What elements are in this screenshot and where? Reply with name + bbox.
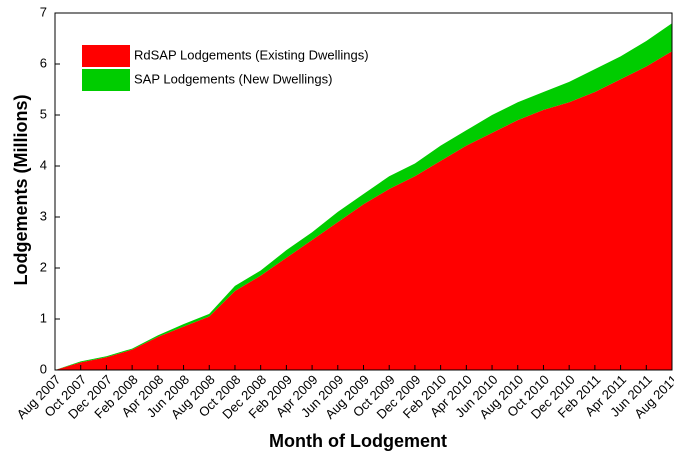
- y-tick-label: 2: [40, 259, 47, 274]
- y-tick-label: 0: [40, 361, 47, 376]
- area: [55, 51, 672, 370]
- y-tick-label: 5: [40, 106, 47, 121]
- legend-swatch: [82, 45, 130, 67]
- y-tick-label: 7: [40, 4, 47, 19]
- y-tick-label: 6: [40, 55, 47, 70]
- legend-label: SAP Lodgements (New Dwellings): [134, 71, 332, 86]
- legend-label: RdSAP Lodgements (Existing Dwellings): [134, 47, 369, 62]
- y-axis-label: Lodgements (Millions): [11, 94, 31, 285]
- x-axis-label: Month of Lodgement: [269, 431, 447, 451]
- y-tick-label: 3: [40, 208, 47, 223]
- area: [55, 23, 672, 370]
- legend-swatch: [82, 69, 130, 91]
- y-tick-label: 4: [40, 157, 47, 172]
- y-tick-label: 1: [40, 310, 47, 325]
